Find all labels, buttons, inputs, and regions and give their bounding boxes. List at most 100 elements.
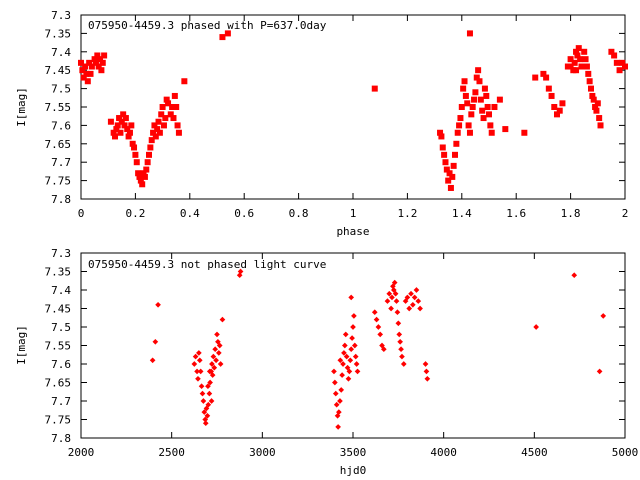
phased-data-point xyxy=(472,89,479,96)
phased-data-point xyxy=(181,78,188,85)
phased-data-point xyxy=(452,151,458,158)
phased-data-point xyxy=(84,78,91,85)
unphased-data-point xyxy=(406,305,413,312)
unphased-data-point xyxy=(392,290,399,297)
phased-data-point xyxy=(170,115,177,122)
phased-data-point xyxy=(464,100,471,107)
unphased-y-tick-label: 7.5 xyxy=(51,321,71,334)
phased-x-tick-label: 0.4 xyxy=(180,207,200,220)
unphased-data-point xyxy=(191,361,198,367)
phased-data-point xyxy=(449,173,456,180)
unphased-data-point xyxy=(207,379,213,386)
phased-data-point xyxy=(88,63,95,70)
phased-data-point xyxy=(371,85,378,92)
unphased-data-point xyxy=(192,353,199,360)
unphased-data-point xyxy=(202,420,209,427)
unphased-data-point xyxy=(331,368,337,375)
unphased-data-point xyxy=(216,342,223,349)
unphased-data-points xyxy=(149,268,607,430)
phased-data-point xyxy=(126,129,133,136)
unphased-data-point xyxy=(214,331,220,338)
phased-data-point xyxy=(574,52,581,59)
unphased-data-point xyxy=(215,350,222,356)
phased-data-point xyxy=(443,166,450,173)
phased-data-point xyxy=(559,100,566,107)
phased-data-point xyxy=(156,129,163,136)
phased-data-point xyxy=(442,159,449,166)
phased-data-point xyxy=(147,144,154,151)
phased-data-point xyxy=(585,70,592,77)
unphased-data-point xyxy=(395,320,402,327)
phased-data-point xyxy=(87,70,94,77)
phased-data-point xyxy=(462,92,469,99)
phased-data-point xyxy=(438,133,445,140)
unphased-data-point xyxy=(335,424,341,430)
phased-data-point xyxy=(469,104,476,110)
unphased-data-point xyxy=(198,383,205,390)
phased-y-tick-label: 7.7 xyxy=(51,156,71,169)
phased-data-point xyxy=(445,177,452,184)
unphased-data-point xyxy=(398,346,404,353)
phased-data-point xyxy=(466,129,473,136)
unphased-data-point xyxy=(213,357,219,364)
unphased-data-point xyxy=(336,409,342,415)
unphased-y-tick-label: 7.6 xyxy=(51,358,71,371)
unphased-data-point xyxy=(206,368,213,375)
phased-data-point xyxy=(573,67,580,74)
phased-data-point xyxy=(473,74,480,81)
unphased-data-point xyxy=(217,361,224,367)
phased-data-point xyxy=(480,115,487,122)
phased-y-tick-label: 7.55 xyxy=(45,101,72,114)
phased-data-point xyxy=(481,85,488,92)
phased-data-point xyxy=(575,45,582,52)
unphased-data-point xyxy=(237,268,244,275)
phased-data-point xyxy=(616,67,623,74)
phased-data-point xyxy=(571,59,578,66)
unphased-data-point xyxy=(413,287,420,293)
unphased-data-point xyxy=(348,294,355,301)
phased-data-point xyxy=(487,122,494,129)
unphased-data-point xyxy=(348,346,355,353)
unphased-data-point xyxy=(209,361,215,367)
unphased-x-axis-label: hjd0 xyxy=(340,464,367,477)
phased-data-point xyxy=(556,107,563,114)
phased-x-axis-label: phase xyxy=(336,225,369,238)
unphased-y-tick-label: 7.4 xyxy=(51,284,71,297)
unphased-data-point xyxy=(196,357,203,364)
phased-data-point xyxy=(439,144,446,151)
phased-data-point xyxy=(491,104,498,110)
unphased-data-point xyxy=(571,272,578,279)
unphased-data-point xyxy=(197,368,204,375)
unphased-data-point xyxy=(340,361,346,367)
phased-data-point xyxy=(117,129,124,136)
phased-data-point xyxy=(114,122,121,129)
phased-data-point xyxy=(107,118,114,125)
phased-x-tick-label: 2 xyxy=(622,207,629,220)
phased-data-point xyxy=(589,92,596,99)
phased-data-point xyxy=(496,96,503,103)
phased-data-point xyxy=(465,122,472,129)
unphased-light-curve-chart: 075950-4459.3 not phased light curve hjd… xyxy=(15,247,638,477)
phased-data-point xyxy=(224,30,231,37)
phased-data-point xyxy=(479,107,486,114)
unphased-data-point xyxy=(332,390,339,397)
unphased-data-point xyxy=(342,342,348,349)
phased-data-point xyxy=(597,122,604,129)
unphased-data-point xyxy=(205,383,211,390)
phased-data-point xyxy=(590,96,597,103)
phased-x-tick-label: 1.2 xyxy=(397,207,417,220)
phased-data-point xyxy=(95,63,102,70)
unphased-x-tick-label: 5000 xyxy=(612,446,639,459)
unphased-y-tick-label: 7.75 xyxy=(45,414,72,427)
unphased-data-point xyxy=(396,331,403,338)
phased-data-point xyxy=(475,67,482,74)
phased-data-point xyxy=(110,129,117,136)
unphased-data-point xyxy=(346,368,353,375)
unphased-y-tick-label: 7.45 xyxy=(45,303,72,316)
unphased-data-point xyxy=(415,298,422,304)
phased-data-point xyxy=(540,70,547,77)
phased-data-point xyxy=(82,63,89,70)
unphased-data-point xyxy=(377,331,384,338)
phased-data-point xyxy=(146,151,152,158)
unphased-data-point xyxy=(384,298,391,304)
